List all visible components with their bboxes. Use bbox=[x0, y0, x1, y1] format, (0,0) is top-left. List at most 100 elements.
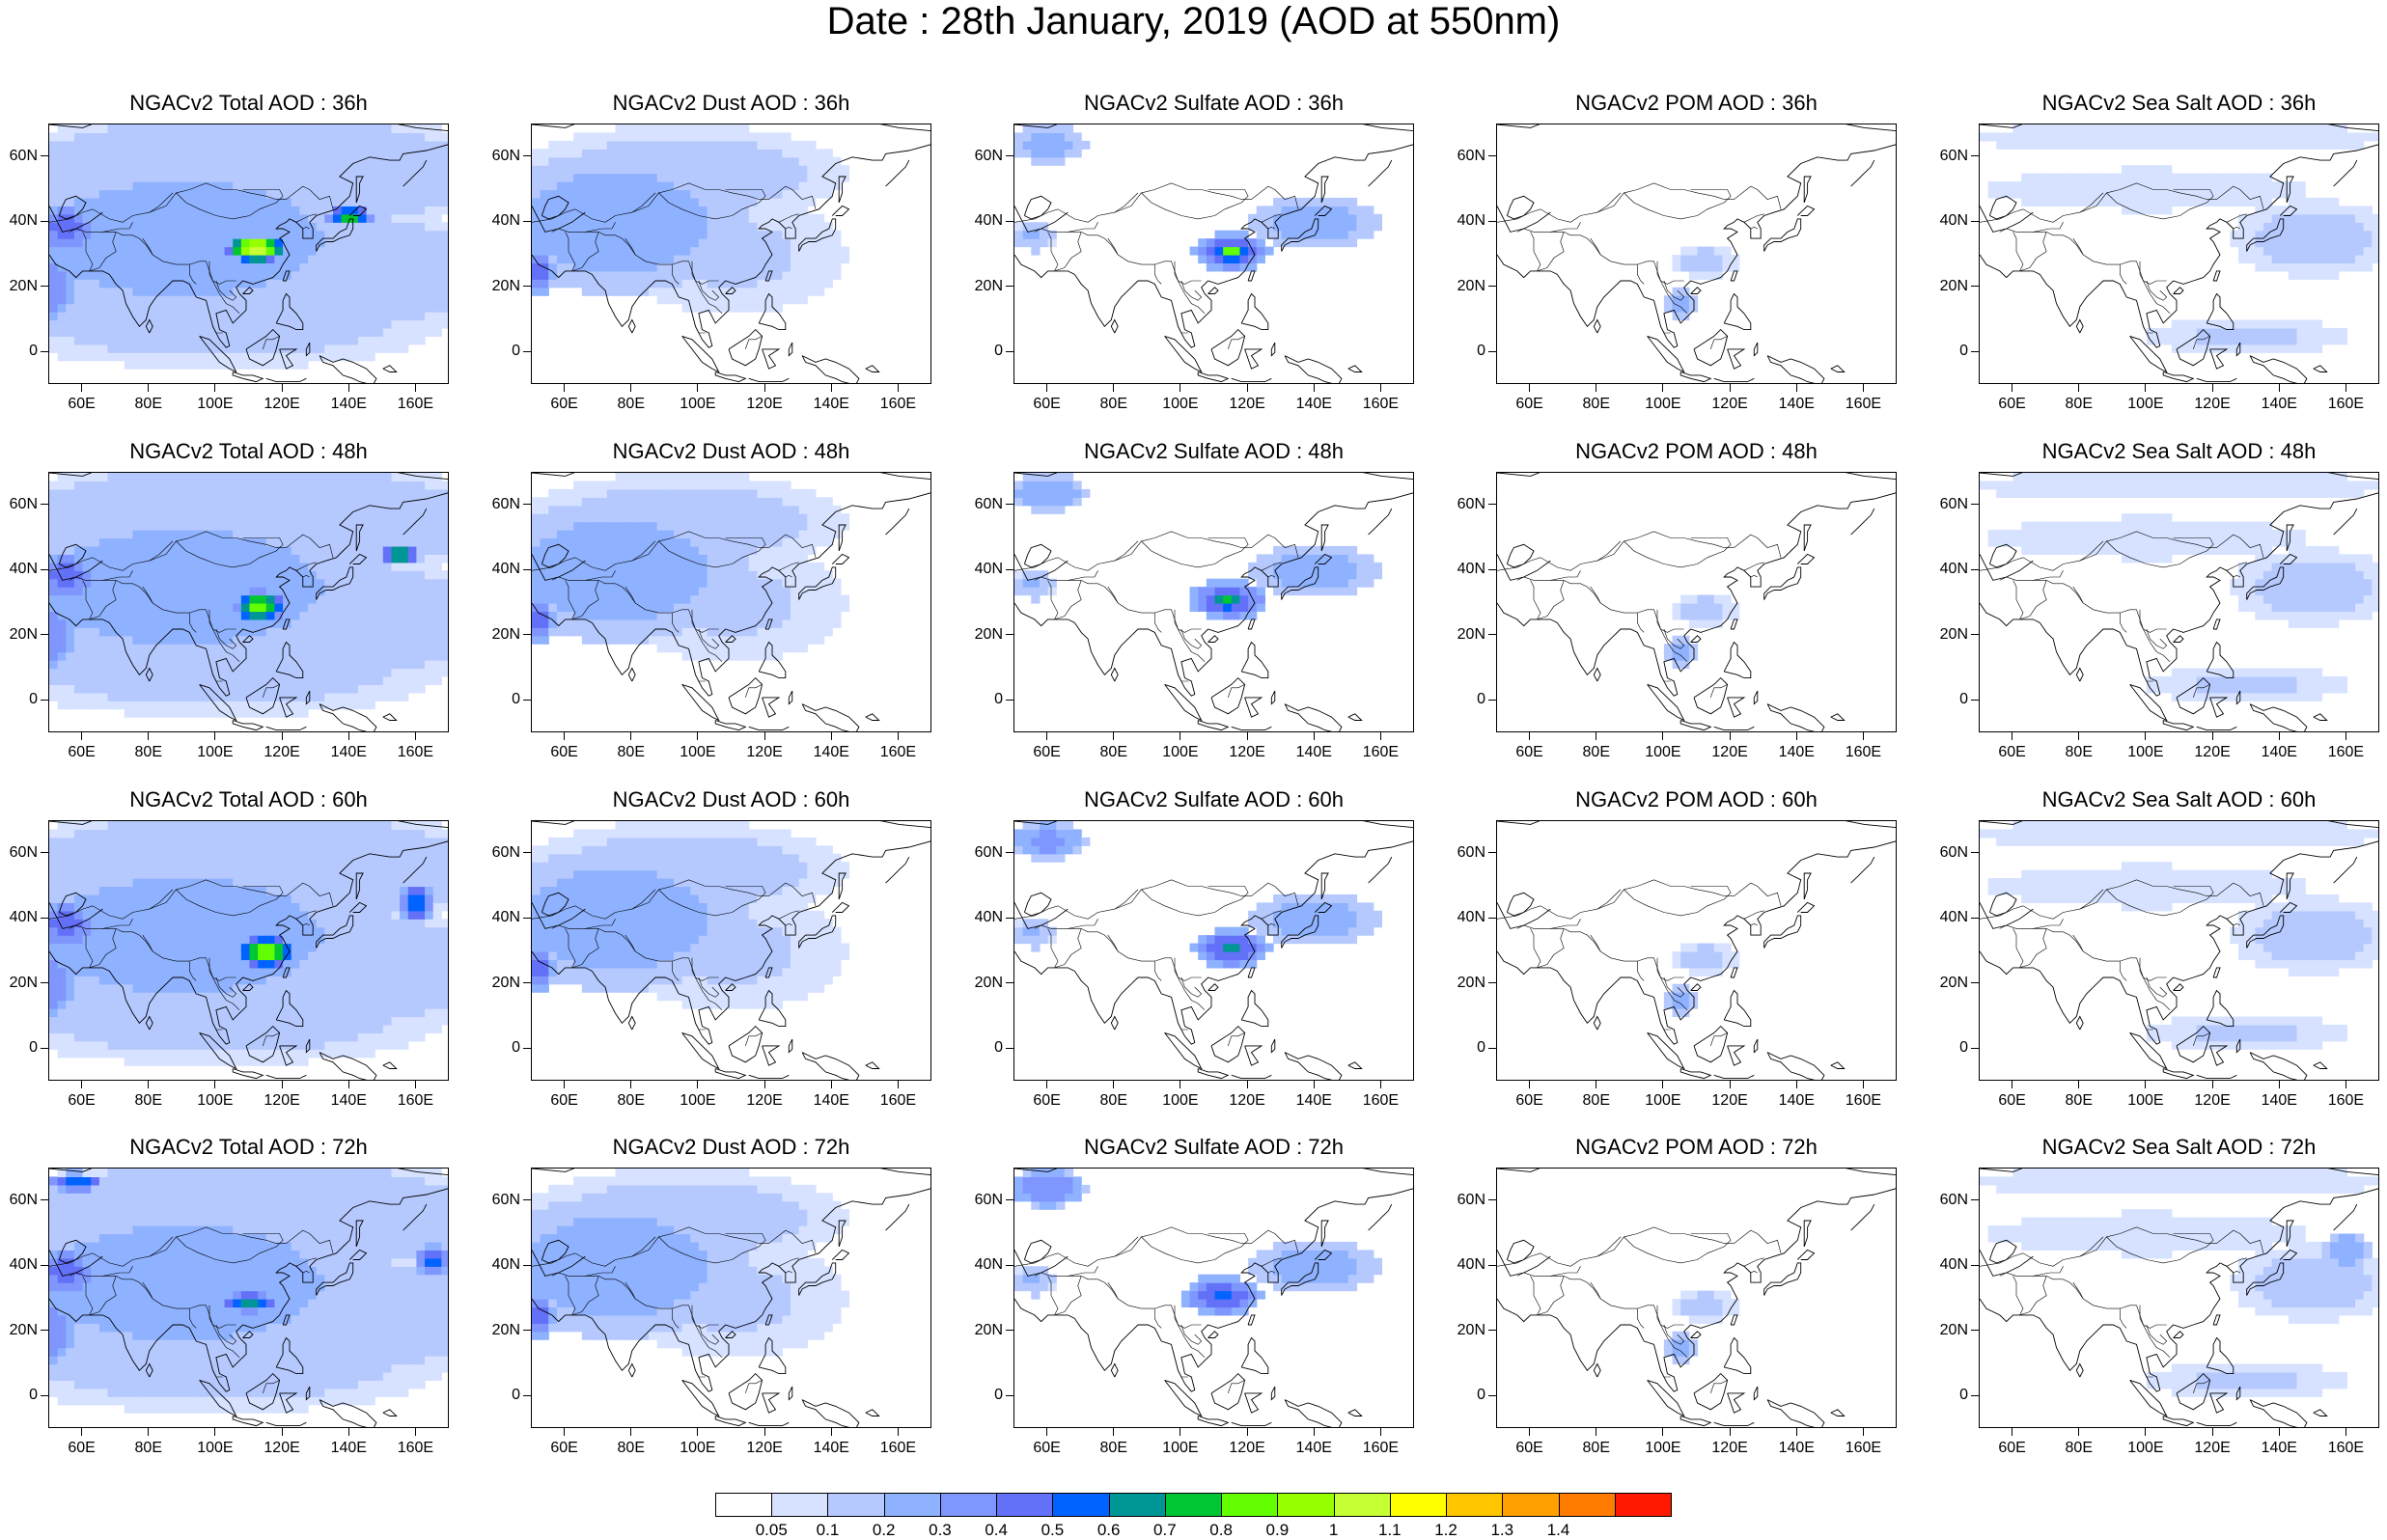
coastline bbox=[1723, 292, 1752, 331]
aod-cell bbox=[556, 156, 567, 166]
aod-cell bbox=[190, 530, 201, 539]
aod-cell bbox=[748, 165, 759, 175]
aod-cell bbox=[215, 675, 226, 685]
aod-cell bbox=[1256, 255, 1265, 264]
aod-cell bbox=[91, 206, 100, 215]
aod-cell bbox=[391, 570, 401, 580]
aod-cell bbox=[382, 635, 393, 645]
aod-cell bbox=[233, 319, 242, 329]
aod-cell bbox=[2338, 132, 2348, 142]
aod-cell bbox=[208, 708, 217, 718]
aod-cell bbox=[416, 124, 426, 134]
coastline bbox=[2209, 348, 2229, 370]
aod-cell bbox=[407, 124, 418, 134]
aod-cell bbox=[149, 238, 158, 248]
aod-cell bbox=[2305, 206, 2315, 215]
aod-cell bbox=[224, 262, 234, 272]
aod-cell bbox=[2096, 173, 2106, 182]
aod-cell bbox=[258, 222, 267, 232]
aod-cell bbox=[233, 189, 242, 199]
aod-cell bbox=[757, 279, 766, 289]
aod-cell bbox=[1273, 206, 1283, 215]
aod-cell bbox=[291, 156, 300, 166]
aod-cell bbox=[283, 319, 292, 329]
aod-cell bbox=[715, 279, 725, 289]
aod-cell bbox=[573, 140, 583, 150]
aod-cell bbox=[82, 684, 92, 694]
aod-cell bbox=[375, 635, 384, 645]
aod-cell bbox=[416, 594, 426, 604]
aod-cell bbox=[425, 521, 434, 531]
aod-cell bbox=[391, 295, 401, 305]
aod-cell bbox=[49, 189, 59, 199]
aod-cell bbox=[199, 545, 208, 555]
aod-cell bbox=[274, 149, 284, 158]
aod-cell bbox=[2346, 238, 2356, 248]
aod-cell bbox=[665, 206, 675, 215]
aod-cell bbox=[2372, 246, 2378, 256]
aod-cell bbox=[375, 644, 384, 653]
x-tick-label: 160E bbox=[397, 396, 434, 412]
y-tick bbox=[1488, 350, 1496, 352]
aod-cell bbox=[258, 149, 267, 158]
aod-cell bbox=[308, 344, 318, 353]
aod-cell bbox=[615, 488, 625, 498]
aod-cell bbox=[791, 189, 800, 199]
aod-cell bbox=[291, 611, 300, 620]
y-tick-label: 60N bbox=[1457, 147, 1485, 164]
aod-cell bbox=[581, 587, 592, 596]
aod-cell bbox=[690, 255, 700, 264]
aod-cell bbox=[166, 140, 176, 150]
aod-cell bbox=[366, 651, 375, 661]
aod-cell bbox=[681, 255, 691, 264]
aod-cell bbox=[2330, 230, 2340, 239]
aod-cell bbox=[249, 660, 259, 670]
aod-cell bbox=[649, 488, 658, 498]
aod-cell bbox=[432, 262, 442, 272]
aod-cell bbox=[615, 473, 625, 482]
aod-cell bbox=[141, 230, 151, 239]
aod-cell bbox=[2213, 181, 2223, 191]
aod-cell bbox=[57, 644, 67, 653]
aod-cell bbox=[548, 173, 558, 182]
aod-cell bbox=[141, 627, 151, 637]
aod-cell bbox=[233, 287, 242, 296]
aod-cell bbox=[757, 230, 766, 239]
aod-cell bbox=[1231, 262, 1241, 272]
aod-cell bbox=[66, 295, 75, 305]
aod-cell bbox=[149, 562, 158, 571]
aod-cell bbox=[598, 505, 608, 514]
aod-cell bbox=[341, 132, 350, 142]
aod-cell bbox=[107, 530, 117, 539]
aod-cell bbox=[690, 222, 700, 232]
aod-cell bbox=[1281, 222, 1291, 232]
aod-cell bbox=[190, 570, 201, 580]
coastline bbox=[1231, 377, 1272, 383]
aod-cell bbox=[341, 206, 350, 215]
aod-cell bbox=[615, 530, 625, 539]
aod-cell bbox=[573, 603, 583, 613]
aod-cell bbox=[2296, 181, 2306, 191]
aod-cell bbox=[2171, 189, 2181, 199]
aod-cell bbox=[673, 149, 683, 158]
aod-cell bbox=[182, 505, 192, 514]
aod-cell bbox=[400, 295, 409, 305]
aod-cell bbox=[2113, 124, 2123, 134]
aod-cell bbox=[1056, 156, 1066, 166]
coastline bbox=[2176, 328, 2211, 367]
aod-cell bbox=[265, 684, 276, 694]
aod-cell bbox=[224, 488, 234, 498]
aod-cell bbox=[782, 270, 791, 280]
aod-cell bbox=[2029, 197, 2040, 206]
aod-cell bbox=[190, 303, 201, 313]
aod-cell bbox=[748, 279, 759, 289]
aod-cell bbox=[1340, 230, 1349, 239]
aod-cell bbox=[357, 189, 368, 199]
aod-cell bbox=[532, 238, 541, 248]
aod-cell bbox=[615, 611, 625, 620]
aod-cell bbox=[132, 140, 142, 150]
aod-cell bbox=[141, 213, 151, 223]
aod-cell bbox=[166, 668, 176, 677]
aod-cell bbox=[366, 230, 375, 239]
aod-cell bbox=[432, 587, 442, 596]
